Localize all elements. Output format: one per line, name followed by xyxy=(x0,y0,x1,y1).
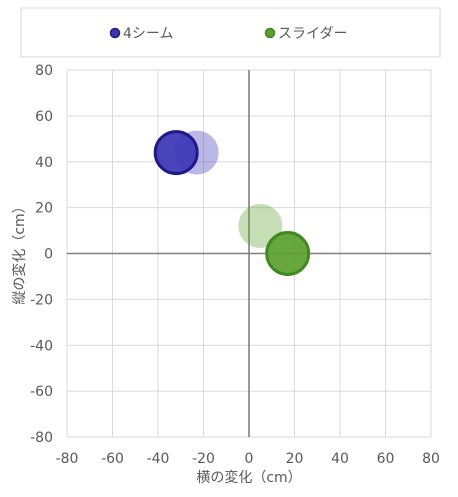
legend-item-4seam: 4シーム xyxy=(109,26,174,42)
y-tick-label-6: 40 xyxy=(35,155,53,171)
x-axis-title: 横の変化（cm） xyxy=(196,469,301,486)
legend-label-4seam: 4シーム xyxy=(123,26,174,42)
y-tick-label-8: 80 xyxy=(35,63,53,79)
bubble-series0-0 xyxy=(153,130,199,176)
y-tick-label-3: -20 xyxy=(30,292,53,308)
x-tick-label-3: -20 xyxy=(192,451,215,467)
plot-area: -80 -60 -40 -20 0 20 40 60 80 -80 -60 -40 -20 0 20 40 60… xyxy=(30,63,440,467)
bubble-series1-faded-0 xyxy=(238,203,283,248)
legend-box xyxy=(20,7,441,58)
x-tick-label-0: -80 xyxy=(56,451,79,467)
x-tick-label-1: -60 xyxy=(101,451,124,467)
y-tick-label-2: -40 xyxy=(30,338,53,354)
legend-marker-4seam xyxy=(109,27,121,39)
y-tick-label-5: 20 xyxy=(35,201,53,217)
x-tick-label-5: 20 xyxy=(286,451,304,467)
x-tick-label-8: 80 xyxy=(422,451,440,467)
legend-marker-slider xyxy=(264,27,276,39)
y-tick-label-0: -80 xyxy=(30,430,53,446)
x-tick-label-6: 40 xyxy=(331,451,349,467)
y-tick-label-4: 0 xyxy=(44,247,53,263)
bubble-series1-0 xyxy=(265,231,311,276)
x-tick-label-7: 60 xyxy=(377,451,395,467)
y-tick-label-1: -60 xyxy=(30,384,53,400)
y-tick-label-7: 60 xyxy=(35,109,53,125)
legend-label-slider: スライダー xyxy=(278,26,347,42)
y-axis-title: 縦の変化（cm） xyxy=(11,199,28,304)
x-tick-label-4: 0 xyxy=(245,451,254,467)
legend-item-slider: スライダー xyxy=(264,26,347,42)
x-tick-label-2: -40 xyxy=(147,451,170,467)
